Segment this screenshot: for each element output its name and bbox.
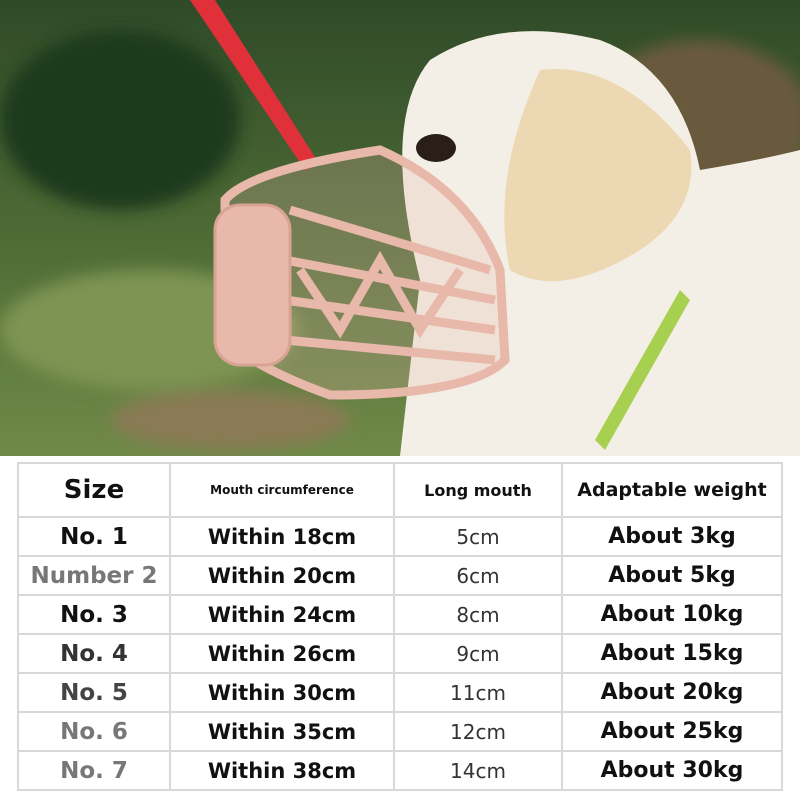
cell-long-mouth: 5cm: [393, 516, 563, 557]
cell-size: No. 7: [17, 750, 171, 791]
cell-weight: About 10kg: [561, 594, 783, 635]
table-row: No. 7 Within 38cm 14cm About 30kg: [17, 750, 783, 791]
cell-long-mouth: 9cm: [393, 633, 563, 674]
table-row: No. 6 Within 35cm 12cm About 25kg: [17, 711, 783, 752]
cell-weight: About 5kg: [561, 555, 783, 596]
table-row: No. 4 Within 26cm 9cm About 15kg: [17, 633, 783, 674]
collar: [595, 290, 690, 450]
table-row: No. 3 Within 24cm 8cm About 10kg: [17, 594, 783, 635]
cell-weight: About 15kg: [561, 633, 783, 674]
cell-size: Number 2: [17, 555, 171, 596]
header-size: Size: [17, 462, 171, 518]
cell-size: No. 5: [17, 672, 171, 713]
cell-size: No. 3: [17, 594, 171, 635]
cell-circumference: Within 24cm: [169, 594, 395, 635]
cell-circumference: Within 18cm: [169, 516, 395, 557]
cell-long-mouth: 11cm: [393, 672, 563, 713]
cell-circumference: Within 38cm: [169, 750, 395, 791]
cell-size: No. 6: [17, 711, 171, 752]
cell-long-mouth: 8cm: [393, 594, 563, 635]
table-row: Number 2 Within 20cm 6cm About 5kg: [17, 555, 783, 596]
table-row: No. 1 Within 18cm 5cm About 3kg: [17, 516, 783, 557]
header-mouth-circumference: Mouth circumference: [169, 462, 395, 518]
cell-circumference: Within 20cm: [169, 555, 395, 596]
product-photo-dog-muzzle: [0, 0, 800, 456]
cell-circumference: Within 26cm: [169, 633, 395, 674]
cell-weight: About 30kg: [561, 750, 783, 791]
cell-long-mouth: 14cm: [393, 750, 563, 791]
size-chart-table: Size Mouth circumference Long mouth Adap…: [17, 462, 783, 791]
muzzle: [213, 145, 510, 400]
dog-ear: [504, 69, 692, 282]
cell-circumference: Within 30cm: [169, 672, 395, 713]
table-row: No. 5 Within 30cm 11cm About 20kg: [17, 672, 783, 713]
dog-eye: [416, 134, 456, 162]
leash: [190, 0, 320, 170]
cell-circumference: Within 35cm: [169, 711, 395, 752]
header-adaptable-weight: Adaptable weight: [561, 462, 783, 518]
header-long-mouth: Long mouth: [393, 462, 563, 518]
cell-size: No. 1: [17, 516, 171, 557]
cell-weight: About 25kg: [561, 711, 783, 752]
cell-long-mouth: 12cm: [393, 711, 563, 752]
cell-long-mouth: 6cm: [393, 555, 563, 596]
cell-weight: About 20kg: [561, 672, 783, 713]
table-header-row: Size Mouth circumference Long mouth Adap…: [17, 462, 783, 518]
cell-weight: About 3kg: [561, 516, 783, 557]
cell-size: No. 4: [17, 633, 171, 674]
